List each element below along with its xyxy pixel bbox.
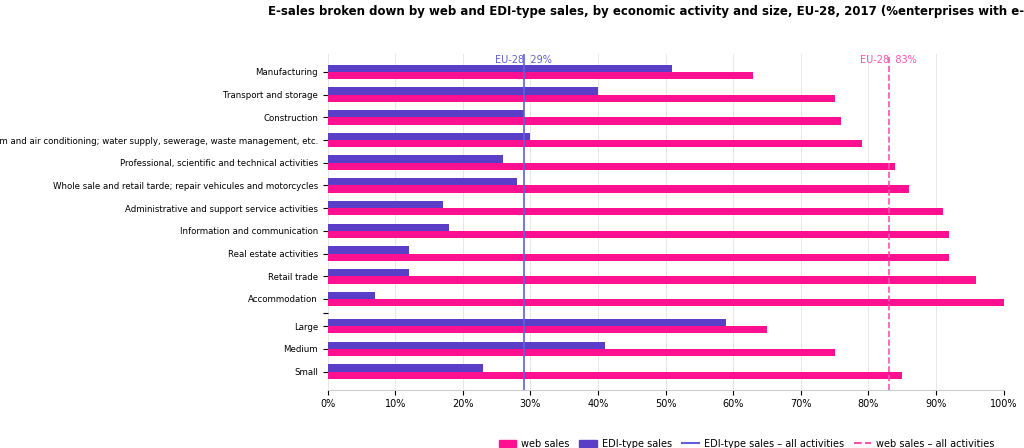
Bar <box>328 65 673 72</box>
Bar <box>328 342 605 349</box>
Bar <box>328 269 409 276</box>
Title: E-sales broken down by web and EDI-type sales, by economic activity and size, EU: E-sales broken down by web and EDI-type … <box>268 5 1024 18</box>
Bar <box>328 276 977 284</box>
Bar <box>328 133 530 140</box>
Bar <box>328 201 442 208</box>
Bar <box>328 246 409 254</box>
Bar <box>328 326 767 333</box>
Bar <box>328 140 861 147</box>
Bar <box>328 72 754 79</box>
Bar <box>328 87 598 95</box>
Text: EU-28  29%: EU-28 29% <box>496 55 552 65</box>
Bar <box>328 178 517 185</box>
Text: EU-28  83%: EU-28 83% <box>860 55 918 65</box>
Bar <box>328 95 835 102</box>
Bar <box>328 292 375 299</box>
Bar <box>328 371 902 379</box>
Bar <box>328 299 1004 306</box>
Bar <box>328 208 943 215</box>
Bar <box>328 185 909 193</box>
Bar <box>328 364 483 371</box>
Bar <box>328 117 842 125</box>
Bar <box>328 231 949 238</box>
Bar <box>328 155 504 163</box>
Bar <box>328 319 726 326</box>
Bar <box>328 110 523 117</box>
Bar <box>328 163 895 170</box>
Bar <box>328 224 450 231</box>
Bar <box>328 349 835 356</box>
Bar <box>328 254 949 261</box>
Legend: web sales, EDI-type sales, EDI-type sales – all activities, web sales – all acti: web sales, EDI-type sales, EDI-type sale… <box>495 435 998 448</box>
